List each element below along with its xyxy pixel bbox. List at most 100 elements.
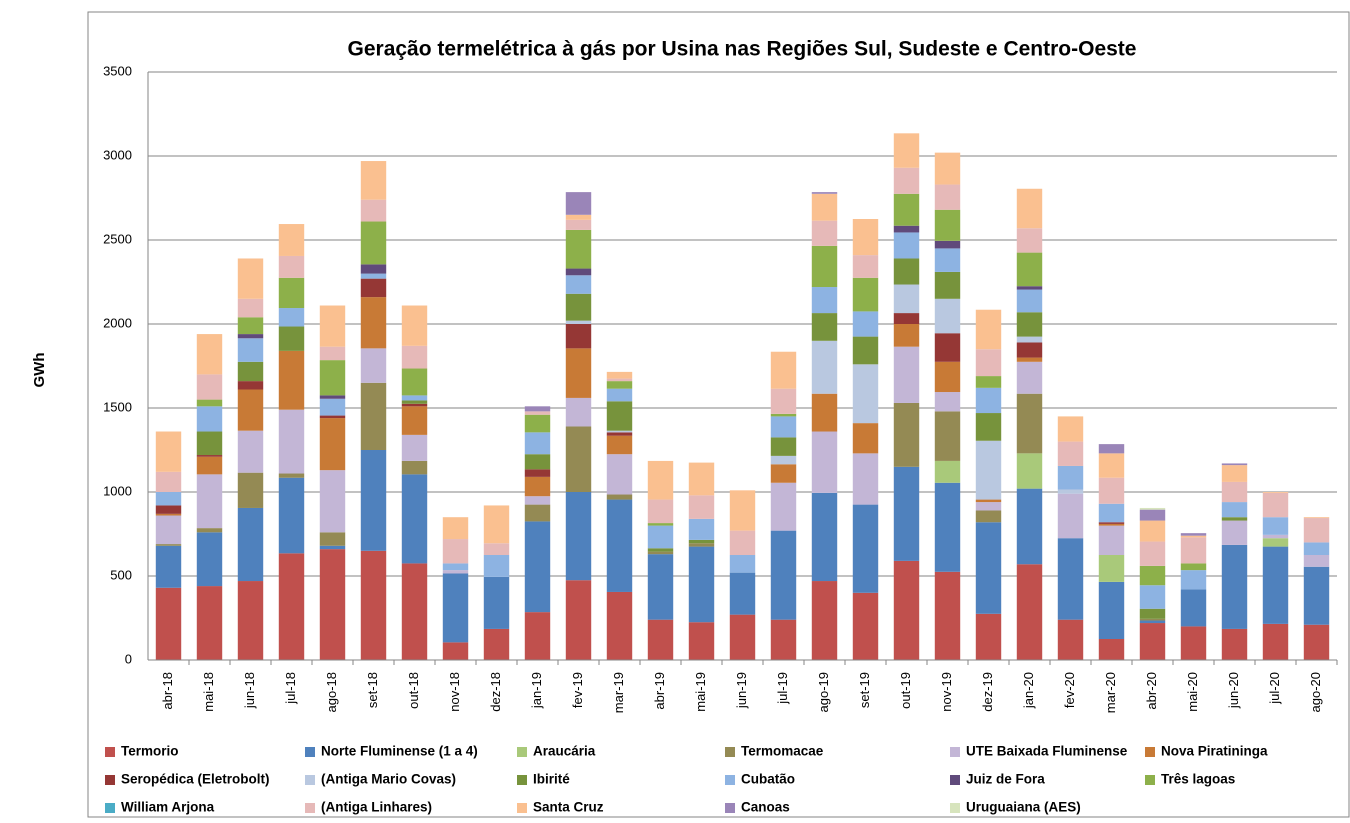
bar-segment bbox=[1303, 517, 1330, 519]
bar-segment bbox=[647, 460, 674, 500]
bar-segment bbox=[1221, 463, 1248, 466]
bar-segment bbox=[360, 297, 387, 349]
bar-segment bbox=[401, 403, 428, 407]
bar-segment bbox=[606, 499, 633, 592]
bar-segment bbox=[442, 517, 469, 540]
x-tick-label: out-19 bbox=[898, 672, 913, 709]
bar-segment bbox=[565, 580, 592, 660]
bar-segment bbox=[278, 255, 305, 278]
bar-segment bbox=[565, 293, 592, 321]
bar-segment bbox=[1098, 555, 1125, 582]
bar-segment bbox=[975, 440, 1002, 500]
legend-swatch bbox=[725, 747, 735, 757]
bar-segment bbox=[770, 351, 797, 389]
bar-segment bbox=[442, 570, 469, 574]
bar-segment bbox=[975, 502, 1002, 511]
bar-segment bbox=[1139, 623, 1166, 660]
bar-segment bbox=[811, 193, 838, 221]
bar-segment bbox=[1139, 507, 1166, 510]
bar-segment bbox=[278, 277, 305, 309]
bar-segment bbox=[811, 287, 838, 314]
bar-segment bbox=[975, 613, 1002, 660]
y-axis-label: GWh bbox=[31, 353, 48, 388]
y-tick-label: 500 bbox=[110, 567, 132, 582]
x-tick-label: set-19 bbox=[857, 672, 872, 708]
bar-segment bbox=[975, 499, 1002, 503]
bar-segment bbox=[401, 563, 428, 660]
bar-segment bbox=[483, 555, 510, 577]
bar-segment bbox=[1139, 509, 1166, 521]
bar-segment bbox=[893, 284, 920, 314]
legend-label: Canoas bbox=[741, 800, 790, 815]
bar-segment bbox=[893, 346, 920, 403]
bar-segment bbox=[401, 406, 428, 435]
bar-segment bbox=[524, 476, 551, 497]
bar-segment bbox=[852, 311, 879, 337]
bar-segment bbox=[360, 221, 387, 265]
bar-segment bbox=[688, 622, 715, 660]
bar-segment bbox=[1262, 534, 1289, 539]
bar-segment bbox=[893, 466, 920, 561]
bar-segment bbox=[975, 309, 1002, 350]
bar-segment bbox=[524, 406, 551, 412]
bar-segment bbox=[893, 167, 920, 194]
bar-segment bbox=[565, 426, 592, 492]
bar-segment bbox=[811, 220, 838, 246]
bar-segment bbox=[237, 381, 264, 390]
bar-segment bbox=[483, 628, 510, 660]
x-tick-label: mar-19 bbox=[611, 672, 626, 713]
bar-segment bbox=[278, 477, 305, 554]
legend-label: Termorio bbox=[121, 744, 179, 759]
bar-segment bbox=[1057, 465, 1084, 490]
bar-segment bbox=[360, 199, 387, 222]
x-tick-label: jan-19 bbox=[529, 672, 544, 709]
bar-segment bbox=[278, 473, 305, 478]
y-tick-label: 3500 bbox=[103, 63, 132, 78]
bar-segment bbox=[1139, 620, 1166, 624]
bar-segment bbox=[483, 543, 510, 555]
bar-segment bbox=[155, 505, 182, 514]
bar-segment bbox=[852, 219, 879, 256]
bar-segment bbox=[811, 431, 838, 493]
bar-segment bbox=[1139, 618, 1166, 621]
y-tick-label: 2000 bbox=[103, 315, 132, 330]
bar-segment bbox=[360, 273, 387, 279]
bar-segment bbox=[1262, 623, 1289, 660]
bar-segment bbox=[1303, 555, 1330, 567]
bar-segment bbox=[524, 469, 551, 477]
bar-segment bbox=[524, 521, 551, 613]
legend-label: UTE Baixada Fluminense bbox=[966, 744, 1128, 759]
bar-segment bbox=[196, 374, 223, 400]
bar-segment bbox=[893, 560, 920, 660]
bar-segment bbox=[1180, 626, 1207, 660]
bar-segment bbox=[1262, 492, 1289, 493]
x-tick-label: mai-20 bbox=[1185, 672, 1200, 712]
legend-swatch bbox=[305, 775, 315, 785]
bar-segment bbox=[360, 348, 387, 383]
bar-segment bbox=[606, 381, 633, 389]
bar-segment bbox=[1221, 517, 1248, 521]
y-tick-label: 1500 bbox=[103, 399, 132, 414]
y-tick-label: 1000 bbox=[103, 483, 132, 498]
legend-swatch bbox=[105, 747, 115, 757]
bar-segment bbox=[606, 591, 633, 660]
bar-segment bbox=[319, 418, 346, 471]
bar-segment bbox=[606, 494, 633, 500]
bar-segment bbox=[893, 258, 920, 285]
x-tick-label: mar-20 bbox=[1103, 672, 1118, 713]
bar-segment bbox=[1262, 517, 1289, 535]
bar-segment bbox=[565, 324, 592, 349]
bar-segment bbox=[606, 454, 633, 495]
legend-label: Nova Piratininga bbox=[1161, 744, 1268, 759]
bar-segment bbox=[565, 492, 592, 581]
bar-segment bbox=[852, 504, 879, 593]
bar-segment bbox=[442, 539, 469, 564]
bar-segment bbox=[1057, 489, 1084, 494]
bar-segment bbox=[1057, 619, 1084, 660]
bar-segment bbox=[319, 395, 346, 399]
bar-segment bbox=[319, 415, 346, 419]
bar-segment bbox=[360, 278, 387, 298]
bar-segment bbox=[278, 409, 305, 474]
bar-segment bbox=[237, 507, 264, 582]
bar-segment bbox=[1303, 624, 1330, 660]
